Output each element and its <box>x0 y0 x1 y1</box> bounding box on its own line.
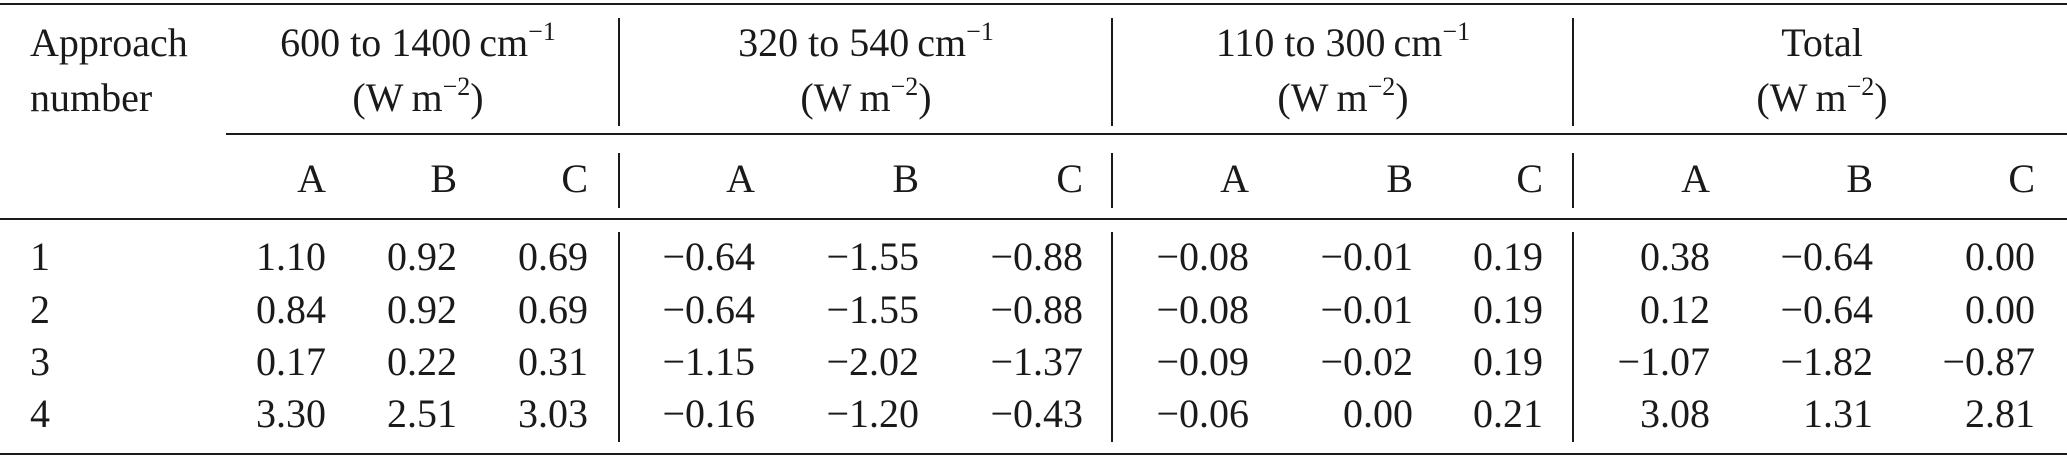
column-header-8: B <box>1386 156 1413 201</box>
separator-2-header <box>1111 18 1113 126</box>
table-cell: 0.22 <box>387 339 457 384</box>
column-header-11: B <box>1846 156 1873 201</box>
table-cell: 0.92 <box>387 234 457 279</box>
table-cell: 3.03 <box>518 391 588 436</box>
table-cell: 0.31 <box>518 339 588 384</box>
table-cell: −0.06 <box>1156 391 1249 436</box>
table-cell: 0.12 <box>1640 287 1710 332</box>
table-cell: −1.55 <box>826 234 919 279</box>
column-header-1: A <box>297 156 326 201</box>
separator-2-subheader <box>1111 153 1113 208</box>
separator-2-body <box>1111 232 1113 442</box>
table-cell: 2.51 <box>387 391 457 436</box>
row-number: 3 <box>30 339 50 384</box>
column-header-7: A <box>1220 156 1249 201</box>
table-cell: −2.02 <box>826 339 919 384</box>
table-cell: 0.38 <box>1640 234 1710 279</box>
group-rule <box>226 133 2067 135</box>
table-cell: 0.21 <box>1473 391 1543 436</box>
separator-3-subheader <box>1572 153 1574 208</box>
group-header-1-range: 600 to 1400 cm−1 <box>280 16 556 65</box>
table-cell: 0.84 <box>256 287 326 332</box>
table-cell: −0.88 <box>990 287 1083 332</box>
separator-1-subheader <box>618 153 620 208</box>
table-cell: 0.19 <box>1473 234 1543 279</box>
header-rule <box>0 218 2067 220</box>
column-header-2: B <box>430 156 457 201</box>
row-number: 4 <box>30 391 50 436</box>
table-cell: 0.92 <box>387 287 457 332</box>
separator-3-body <box>1572 232 1574 442</box>
group-header-2-range: 320 to 540 cm−1 <box>738 16 994 65</box>
table-cell: −0.64 <box>662 234 755 279</box>
table-cell: 0.17 <box>256 339 326 384</box>
column-header-3: C <box>561 156 588 201</box>
stub-header-line-1: Approach <box>30 20 188 65</box>
group-header-2-unit: (W m−2) <box>800 71 932 120</box>
table-cell: −0.09 <box>1156 339 1249 384</box>
table-cell: −1.07 <box>1617 339 1710 384</box>
table-cell: −1.82 <box>1780 339 1873 384</box>
table-cell: 1.10 <box>256 234 326 279</box>
separator-3-header <box>1572 18 1574 126</box>
column-header-6: C <box>1056 156 1083 201</box>
table-cell: −1.55 <box>826 287 919 332</box>
column-header-5: B <box>892 156 919 201</box>
separator-1-body <box>618 232 620 442</box>
table-cell: −0.87 <box>1942 339 2035 384</box>
table-cell: 0.19 <box>1473 287 1543 332</box>
table-cell: −0.08 <box>1156 287 1249 332</box>
table-cell: 0.19 <box>1473 339 1543 384</box>
row-number: 2 <box>30 287 50 332</box>
table-cell: −0.16 <box>662 391 755 436</box>
table-cell: 0.69 <box>518 287 588 332</box>
table-cell: −0.64 <box>662 287 755 332</box>
column-header-9: C <box>1516 156 1543 201</box>
group-header-3-range: 110 to 300 cm−1 <box>1215 16 1471 65</box>
table-cell: 0.00 <box>1965 287 2035 332</box>
table-cell: 0.00 <box>1965 234 2035 279</box>
group-header-1-unit: (W m−2) <box>352 71 484 120</box>
table-cell: −1.37 <box>990 339 1083 384</box>
separator-1-header <box>618 18 620 126</box>
group-header-4-range: Total <box>1781 20 1863 65</box>
top-rule <box>0 3 2067 5</box>
table-cell: −0.01 <box>1320 287 1413 332</box>
table-cell: −0.08 <box>1156 234 1249 279</box>
table-cell: 0.00 <box>1343 391 1413 436</box>
table-cell: −1.15 <box>662 339 755 384</box>
column-header-4: A <box>726 156 755 201</box>
group-header-3-unit: (W m−2) <box>1277 71 1409 120</box>
column-header-10: A <box>1681 156 1710 201</box>
table-cell: 3.08 <box>1640 391 1710 436</box>
table-cell: −0.02 <box>1320 339 1413 384</box>
table-cell: 3.30 <box>256 391 326 436</box>
row-number: 1 <box>30 234 50 279</box>
table-cell: −0.01 <box>1320 234 1413 279</box>
table-cell: −1.20 <box>826 391 919 436</box>
bottom-rule <box>0 453 2067 455</box>
table-cell: −0.43 <box>990 391 1083 436</box>
table-cell: 0.69 <box>518 234 588 279</box>
table-cell: −0.64 <box>1780 234 1873 279</box>
table-cell: −0.64 <box>1780 287 1873 332</box>
stub-header-line-2: number <box>30 75 153 120</box>
table-cell: −0.88 <box>990 234 1083 279</box>
group-header-4-unit: (W m−2) <box>1756 71 1888 120</box>
table-cell: 1.31 <box>1803 391 1873 436</box>
table-cell: 2.81 <box>1965 391 2035 436</box>
column-header-12: C <box>2008 156 2035 201</box>
